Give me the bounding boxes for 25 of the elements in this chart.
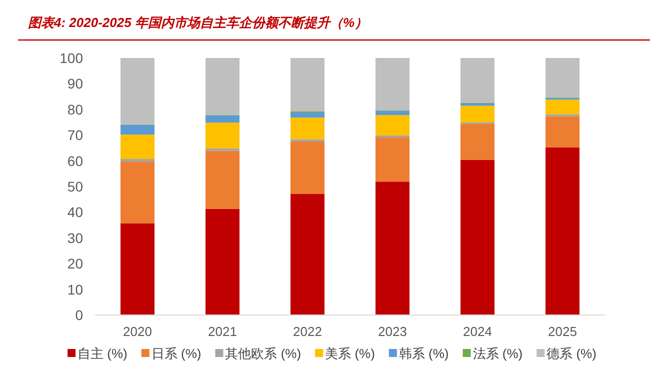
- y-tick-label: 0: [75, 307, 84, 323]
- x-tick-label: 2020: [123, 324, 152, 339]
- legend-label: 法系 (%): [472, 346, 523, 361]
- legend-label: 美系 (%): [325, 346, 375, 361]
- chart-title: 图表4: 2020-2025 年国内市场自主车企份额不断提升（%）: [28, 15, 368, 30]
- y-tick-label: 60: [67, 152, 84, 169]
- y-tick-label: 40: [67, 204, 84, 220]
- x-tick-label: 2021: [208, 324, 237, 339]
- legend-label: 其他欧系 (%): [225, 346, 302, 361]
- y-tick-label: 100: [60, 50, 84, 66]
- x-tick-label: 2024: [463, 324, 492, 339]
- legend-label: 自主 (%): [78, 346, 128, 361]
- y-tick-label: 20: [67, 256, 84, 272]
- x-tick-label: 2022: [293, 324, 322, 339]
- legend-label: 德系 (%): [546, 346, 596, 361]
- y-tick-label: 10: [67, 281, 84, 298]
- y-tick-label: 50: [67, 178, 84, 194]
- y-tick-label: 30: [67, 230, 84, 246]
- y-tick-label: 80: [67, 101, 84, 118]
- legend-label: 韩系 (%): [398, 346, 449, 361]
- x-tick-label: 2023: [378, 324, 407, 339]
- x-tick-label: 2025: [548, 324, 577, 339]
- y-tick-label: 70: [67, 127, 84, 144]
- y-tick-label: 90: [67, 76, 84, 92]
- legend-label: 日系 (%): [151, 346, 202, 361]
